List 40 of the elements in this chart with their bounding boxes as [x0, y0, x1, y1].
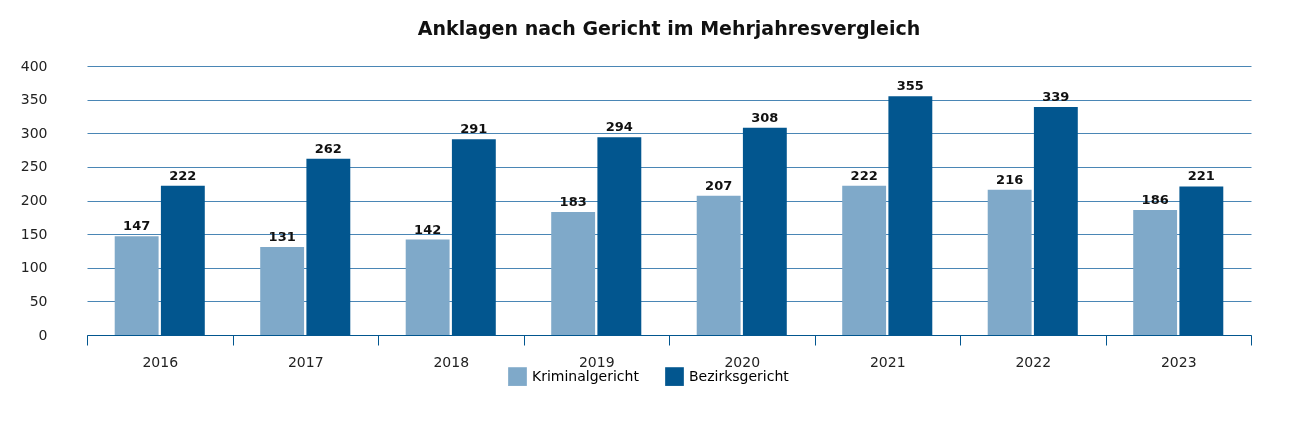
legend-label: Kriminalgericht [532, 367, 640, 384]
y-tick-label: 350 [20, 91, 48, 108]
bar [551, 211, 596, 335]
data-label: 147 [123, 218, 151, 234]
data-label: 294 [605, 119, 633, 135]
x-tick-label: 2018 [433, 353, 470, 370]
data-label: 262 [314, 140, 342, 156]
x-tick-label: 2017 [287, 353, 324, 370]
x-tick-label: 2022 [1015, 353, 1052, 370]
legend-label: Bezirksgericht [689, 367, 790, 384]
data-label: 291 [460, 121, 488, 137]
chart-title: Anklagen nach Gericht im Mehrjahresvergleich [417, 17, 921, 39]
data-label: 222 [850, 167, 878, 183]
bar [260, 246, 305, 335]
data-label: 355 [896, 78, 924, 94]
data-label: 221 [1187, 168, 1215, 184]
data-label: 142 [414, 221, 442, 237]
y-tick-label: 300 [20, 124, 48, 141]
y-tick-label: 150 [20, 225, 48, 242]
x-tick-label: 2019 [578, 353, 615, 370]
y-tick-label: 200 [20, 192, 48, 208]
data-label: 216 [996, 171, 1024, 187]
bar [987, 189, 1032, 335]
data-label: 207 [705, 177, 733, 193]
x-tick-label: 2020 [724, 353, 761, 370]
y-tick-label: 400 [20, 57, 48, 74]
bar [1133, 209, 1178, 335]
y-tick-label: 50 [29, 292, 48, 309]
y-tick-label: 250 [20, 158, 48, 175]
x-tick-label: 2023 [1160, 353, 1197, 370]
x-tick-label: 2021 [869, 353, 906, 370]
y-tick-label: 100 [20, 259, 48, 276]
data-label: 222 [169, 167, 197, 183]
data-label: 308 [751, 109, 779, 125]
bar [696, 195, 741, 335]
bar [405, 239, 450, 335]
bar [114, 236, 159, 335]
y-tick-label: 0 [38, 326, 48, 343]
x-tick-label: 2016 [142, 353, 179, 370]
bar [842, 185, 887, 335]
